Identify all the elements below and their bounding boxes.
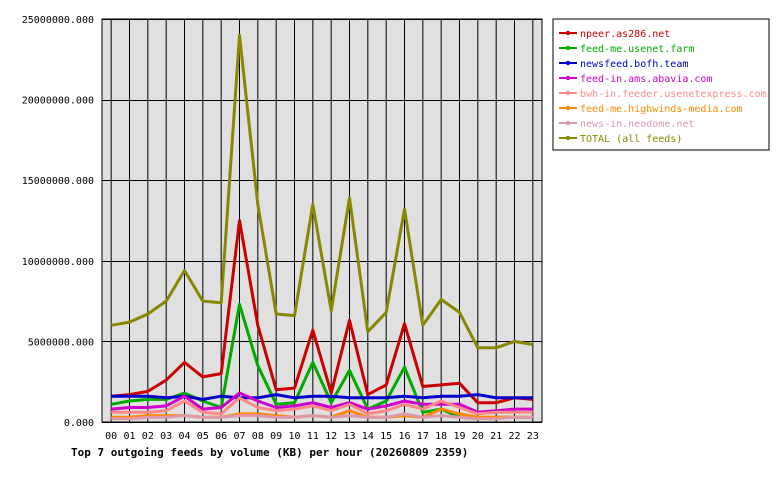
legend-marker xyxy=(565,75,571,81)
x-axis-ticks: 00 01 02 03 04 05 06 07 08 09 10 11 12 13 14 15 16 17 18 19… xyxy=(105,431,539,442)
x-tick-label: 16 xyxy=(398,431,410,442)
x-tick-label: 20 xyxy=(472,431,484,442)
x-tick-label: 13 xyxy=(343,431,355,442)
legend-entry: feed-in.ams.abavia.com xyxy=(580,74,712,85)
x-tick-label: 12 xyxy=(325,431,337,442)
x-tick-label: 05 xyxy=(197,431,209,442)
x-tick-label: 00 xyxy=(105,431,117,442)
y-axis-ticks: 0.000 5000000.000 10000000.000 15000000.000… xyxy=(22,15,94,429)
x-tick-label: 14 xyxy=(362,431,374,442)
y-tick-label: 10000000.000 xyxy=(22,257,94,268)
series-line xyxy=(111,391,533,414)
x-tick-label: 09 xyxy=(270,431,282,442)
legend-marker xyxy=(565,90,571,96)
chart-title: Top 7 outgoing feeds by volume (KB) per … xyxy=(71,446,468,459)
x-tick-label: 15 xyxy=(380,431,392,442)
legend-entry: news-in.neodome.net xyxy=(580,119,694,130)
x-tick-label: 03 xyxy=(160,431,172,442)
legend-entry: TOTAL (all feeds) xyxy=(580,134,682,145)
x-tick-label: 04 xyxy=(178,431,190,442)
x-tick-label: 11 xyxy=(307,431,319,442)
x-tick-label: 17 xyxy=(417,431,429,442)
grid xyxy=(102,19,542,423)
legend-entry: bwh-in.feeder.usenetexpress.com xyxy=(580,89,767,100)
x-tick-label: 10 xyxy=(288,431,300,442)
legend-entry: npeer.as286.net xyxy=(580,29,670,40)
legend-marker xyxy=(565,120,571,126)
series-line xyxy=(110,33,534,350)
legend-marker xyxy=(565,30,571,36)
y-tick-label: 0.000 xyxy=(64,418,94,429)
series-line xyxy=(111,219,533,405)
y-tick-label: 15000000.000 xyxy=(22,176,94,187)
x-tick-label: 18 xyxy=(435,431,447,442)
legend: npeer.as286.net feed-me.usenet.farm newsfe… xyxy=(552,18,770,151)
x-tick-label: 21 xyxy=(490,431,502,442)
series-lines xyxy=(110,33,534,421)
series-line xyxy=(111,396,533,416)
x-tick-label: 22 xyxy=(508,431,520,442)
legend-entry: feed-me.usenet.farm xyxy=(580,44,694,55)
x-tick-label: 07 xyxy=(233,431,245,442)
x-tick-label: 19 xyxy=(453,431,465,442)
legend-marker xyxy=(565,105,571,111)
legend-box xyxy=(552,18,770,151)
x-tick-label: 23 xyxy=(527,431,539,442)
y-tick-label: 25000000.000 xyxy=(22,15,94,26)
x-tick-label: 08 xyxy=(252,431,264,442)
legend-marker xyxy=(565,60,571,66)
legend-entry: newsfeed.bofh.team xyxy=(580,59,688,70)
y-tick-label: 5000000.000 xyxy=(28,337,94,348)
x-tick-label: 06 xyxy=(215,431,227,442)
x-tick-label: 01 xyxy=(123,431,135,442)
plot-border xyxy=(101,18,543,423)
x-tick-label: 02 xyxy=(142,431,154,442)
legend-marker xyxy=(565,45,571,51)
legend-entry: feed-me.highwinds-media.com xyxy=(580,104,743,115)
series-line xyxy=(111,412,533,421)
legend-marker xyxy=(565,135,571,141)
plot-background xyxy=(102,19,542,422)
y-tick-label: 20000000.000 xyxy=(22,96,94,107)
